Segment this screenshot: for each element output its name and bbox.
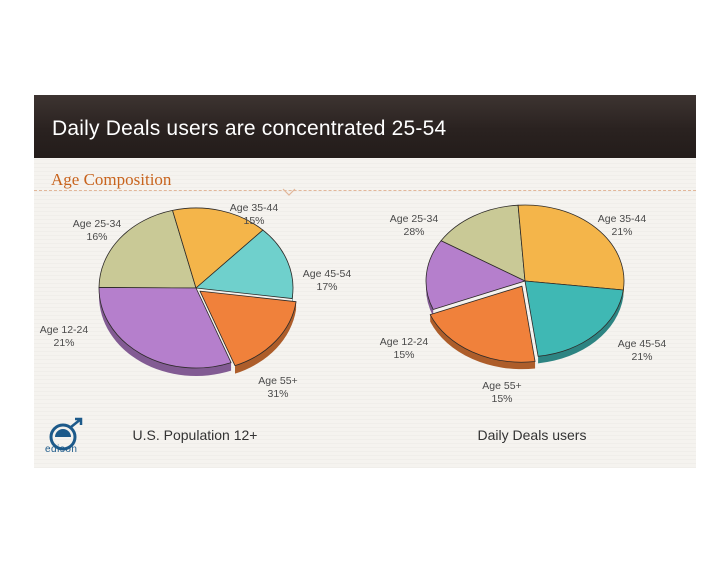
slice-label-age-55: Age 55+ — [258, 375, 297, 387]
divider-caret-icon — [282, 188, 296, 196]
pie-slice-age-12-24 — [98, 209, 197, 289]
pie-slice-age-25-34 — [172, 207, 264, 289]
section-title: Age Composition — [51, 170, 172, 189]
slice-value-age-12-24: 21% — [53, 337, 74, 349]
pie-slice-age-25-34 — [517, 204, 625, 291]
slice-label-age-25-34: Age 25-34 — [73, 218, 122, 230]
section-divider — [34, 190, 696, 191]
slice-label-age-45-54: Age 45-54 — [618, 338, 667, 350]
pie-slice-age-45-54 — [199, 290, 297, 367]
pie-slice-side-age-45-54 — [430, 314, 536, 370]
header-bar: Daily Deals users are concentrated 25-54 — [34, 95, 696, 158]
pie-slice-age-55 — [425, 240, 526, 310]
slice-value-age-55: 15% — [491, 393, 512, 405]
chart-title: U.S. Population 12+ — [133, 427, 258, 443]
slice-label-age-25-34: Age 25-34 — [390, 213, 439, 225]
slice-value-age-25-34: 28% — [403, 226, 424, 238]
pie-slice-side-age-35-44 — [538, 289, 624, 364]
pie-slice-age-35-44 — [524, 280, 624, 357]
slice-value-age-35-44: 15% — [243, 215, 264, 227]
slice-value-age-12-24: 15% — [393, 349, 414, 361]
pie-slice-age-35-44 — [195, 229, 294, 299]
slice-label-age-35-44: Age 35-44 — [230, 202, 279, 214]
slice-label-age-55: Age 55+ — [482, 380, 521, 392]
pie-slice-side-age-55 — [426, 281, 434, 317]
slice-label-age-12-24: Age 12-24 — [380, 336, 429, 348]
pie-slice-age-45-54 — [429, 285, 536, 363]
slide-title: Daily Deals users are concentrated 25-54 — [52, 117, 447, 140]
slide: Daily Deals users are concentrated 25-54… — [34, 95, 696, 468]
pie-slice-age-55 — [98, 287, 232, 369]
slice-value-age-45-54: 17% — [316, 281, 337, 293]
slice-label-age-45-54: Age 45-54 — [303, 268, 352, 280]
slice-value-age-25-34: 16% — [86, 231, 107, 243]
pie-slice-age-12-24 — [440, 204, 526, 282]
slice-value-age-35-44: 21% — [611, 226, 632, 238]
slice-label-age-12-24: Age 12-24 — [40, 324, 89, 336]
slice-value-age-45-54: 21% — [631, 351, 652, 363]
logo-text: edison — [45, 444, 78, 455]
pie-slice-side-age-55 — [99, 288, 232, 376]
pie-slice-side-age-45-54 — [235, 301, 297, 374]
chart-title: Daily Deals users — [478, 427, 587, 443]
slice-value-age-55: 31% — [267, 388, 288, 400]
edison-logo-icon — [49, 417, 83, 451]
slice-label-age-35-44: Age 35-44 — [598, 213, 647, 225]
